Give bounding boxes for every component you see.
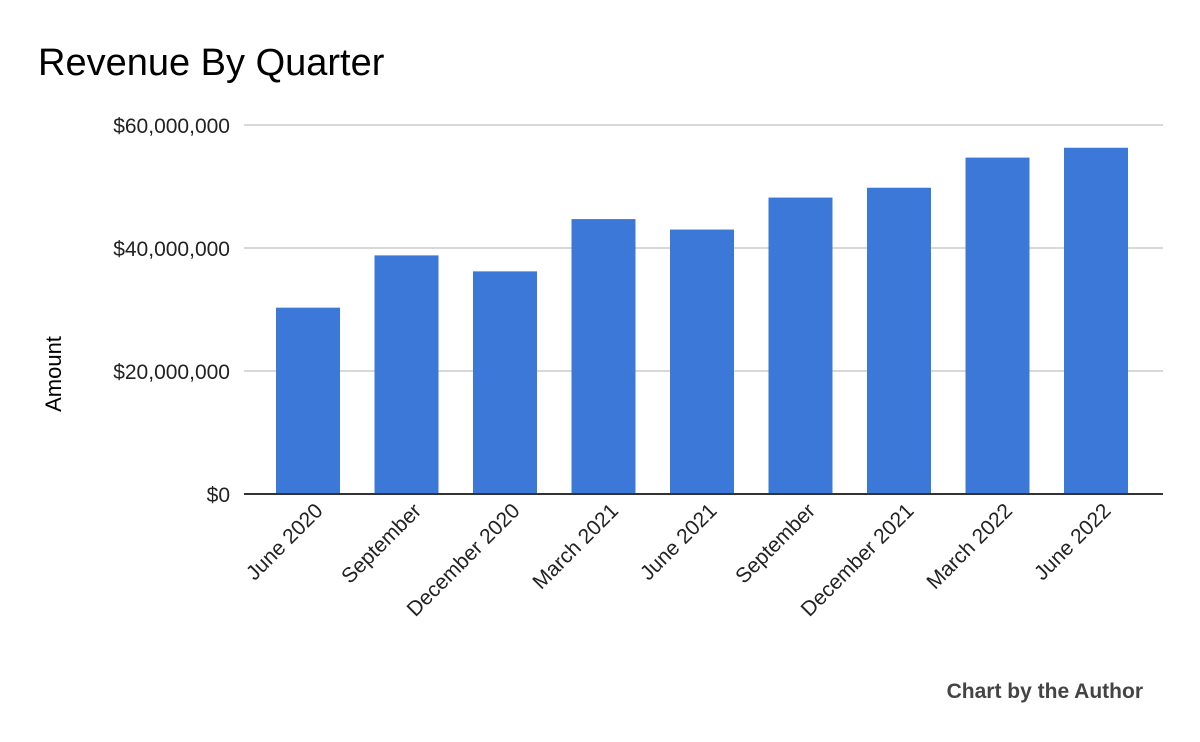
bar bbox=[374, 255, 439, 494]
bar bbox=[670, 229, 734, 495]
x-tick-label: September bbox=[337, 499, 426, 588]
x-tick-label: June 2022 bbox=[1030, 499, 1116, 585]
bar bbox=[768, 197, 833, 494]
y-axis-title: Amount bbox=[41, 336, 66, 412]
bar bbox=[1064, 147, 1128, 494]
y-tick-label: $20,000,000 bbox=[113, 361, 230, 384]
x-tick-label: June 2021 bbox=[636, 499, 722, 585]
y-tick-label: $0 bbox=[207, 484, 230, 507]
chart-title: Revenue By Quarter bbox=[38, 42, 385, 84]
y-axis-tick-labels: $0 $20,000,000 $40,000,000 $60,000,000 bbox=[113, 115, 230, 507]
bar bbox=[473, 271, 537, 494]
y-tick-label: $60,000,000 bbox=[113, 115, 230, 138]
bar bbox=[867, 187, 931, 495]
bars bbox=[276, 147, 1128, 495]
x-tick-label: March 2022 bbox=[922, 499, 1017, 594]
bar bbox=[965, 157, 1030, 494]
x-tick-label: March 2021 bbox=[528, 499, 623, 594]
x-tick-label: June 2020 bbox=[242, 499, 328, 585]
x-tick-label: September bbox=[731, 499, 820, 588]
y-tick-label: $40,000,000 bbox=[113, 238, 230, 261]
bar bbox=[571, 219, 636, 494]
bar bbox=[276, 307, 340, 494]
chart-credit: Chart by the Author bbox=[947, 680, 1143, 703]
